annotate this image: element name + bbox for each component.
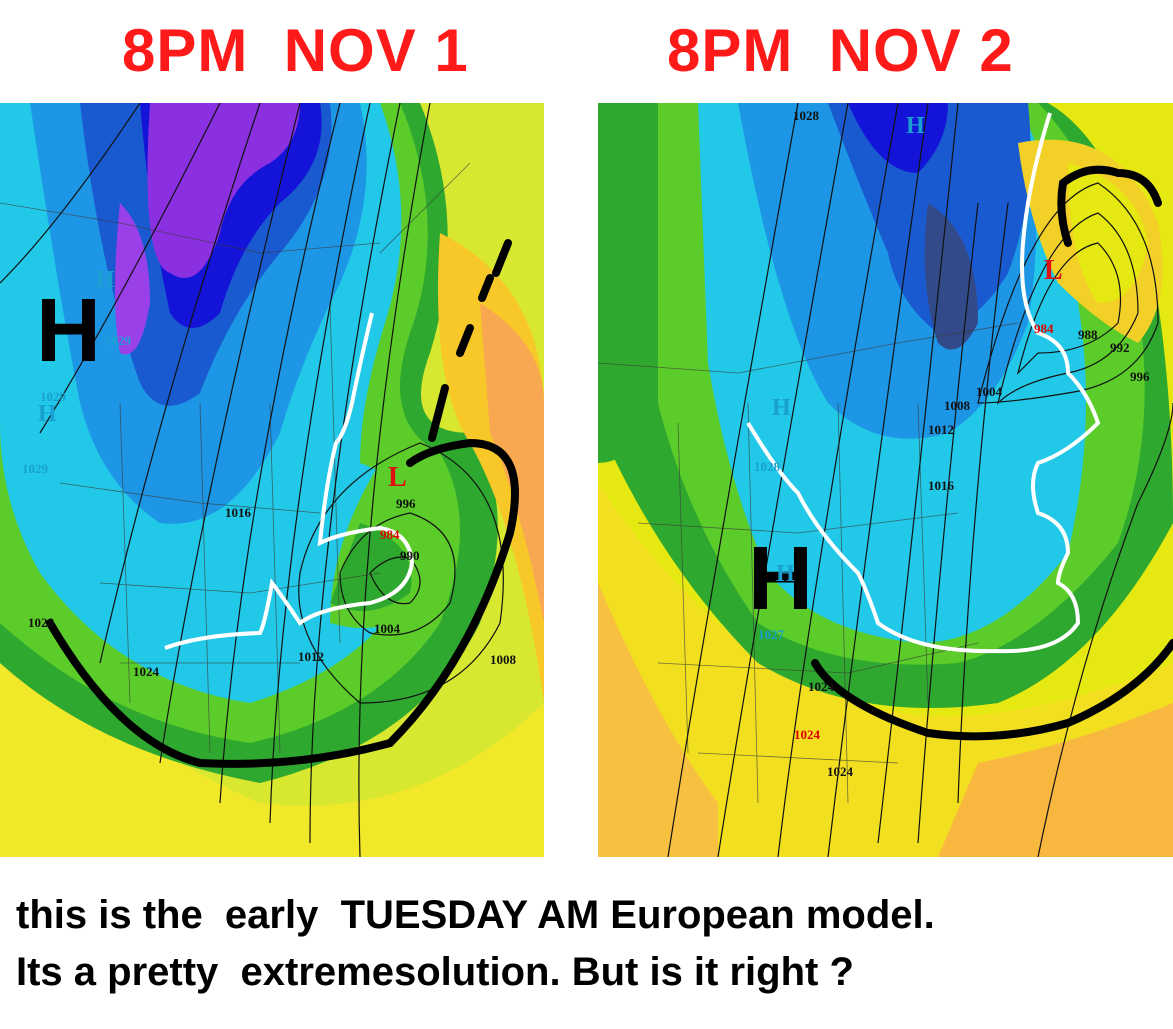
isobar-label: 1012 (928, 422, 954, 437)
isobar-label: 1008 (490, 652, 517, 667)
isobar-label: 1016 (928, 478, 955, 493)
high-marker: H (772, 395, 791, 421)
isobar-label: 1024 (794, 727, 821, 742)
isobar-label: 1024 (827, 764, 854, 779)
isobar-label: 1004 (374, 621, 401, 636)
weather-map-nov2: H H H H 1028 1027 L 1028 984 988 992 996… (598, 103, 1173, 857)
caption-line-1: this is the early TUESDAY AM European mo… (16, 893, 935, 937)
high-pressure-label: 1029 (22, 461, 49, 476)
low-marker: L (388, 462, 407, 493)
isobar-label: 996 (1130, 369, 1150, 384)
high-marker: H (906, 113, 925, 139)
big-high-marker: H (36, 281, 101, 381)
caption-line-2: Its a pretty extremesolution. But is it … (16, 950, 854, 994)
isobar-label: 984 (1034, 321, 1054, 336)
high-marker: H (38, 401, 57, 427)
panel-title-nov1: 8PM NOV 1 (122, 17, 469, 84)
high-marker: H (776, 561, 795, 587)
isobar-label: 996 (396, 496, 416, 511)
isobar-label: 1004 (976, 384, 1003, 399)
isobar-label: 990 (400, 548, 420, 563)
isobar-label: 1024 (133, 664, 160, 679)
weather-map-nov1: H H H 1029 1029 1029 L 1016 1024 1028 10… (0, 103, 544, 857)
isobar-label: 984 (380, 527, 400, 542)
isobar-label: 988 (1078, 327, 1098, 342)
isobar-label: 1008 (944, 398, 971, 413)
high-pressure-label: 1029 (40, 389, 67, 404)
high-pressure-label: 1028 (754, 459, 781, 474)
isobar-label: 1028 (793, 108, 820, 123)
isobar-label: 992 (1110, 340, 1130, 355)
high-pressure-label: 1029 (105, 333, 132, 348)
low-marker: L (1044, 255, 1063, 286)
isobar-label: 1016 (225, 505, 252, 520)
high-pressure-label: 1027 (758, 627, 785, 642)
isobar-label: 1024 (808, 679, 835, 694)
panel-title-nov2: 8PM NOV 2 (667, 17, 1014, 84)
big-high-marker: H (748, 529, 813, 629)
isobar-label: 1028 (28, 615, 55, 630)
high-marker: H (96, 267, 115, 293)
isobar-label: 1012 (298, 649, 324, 664)
